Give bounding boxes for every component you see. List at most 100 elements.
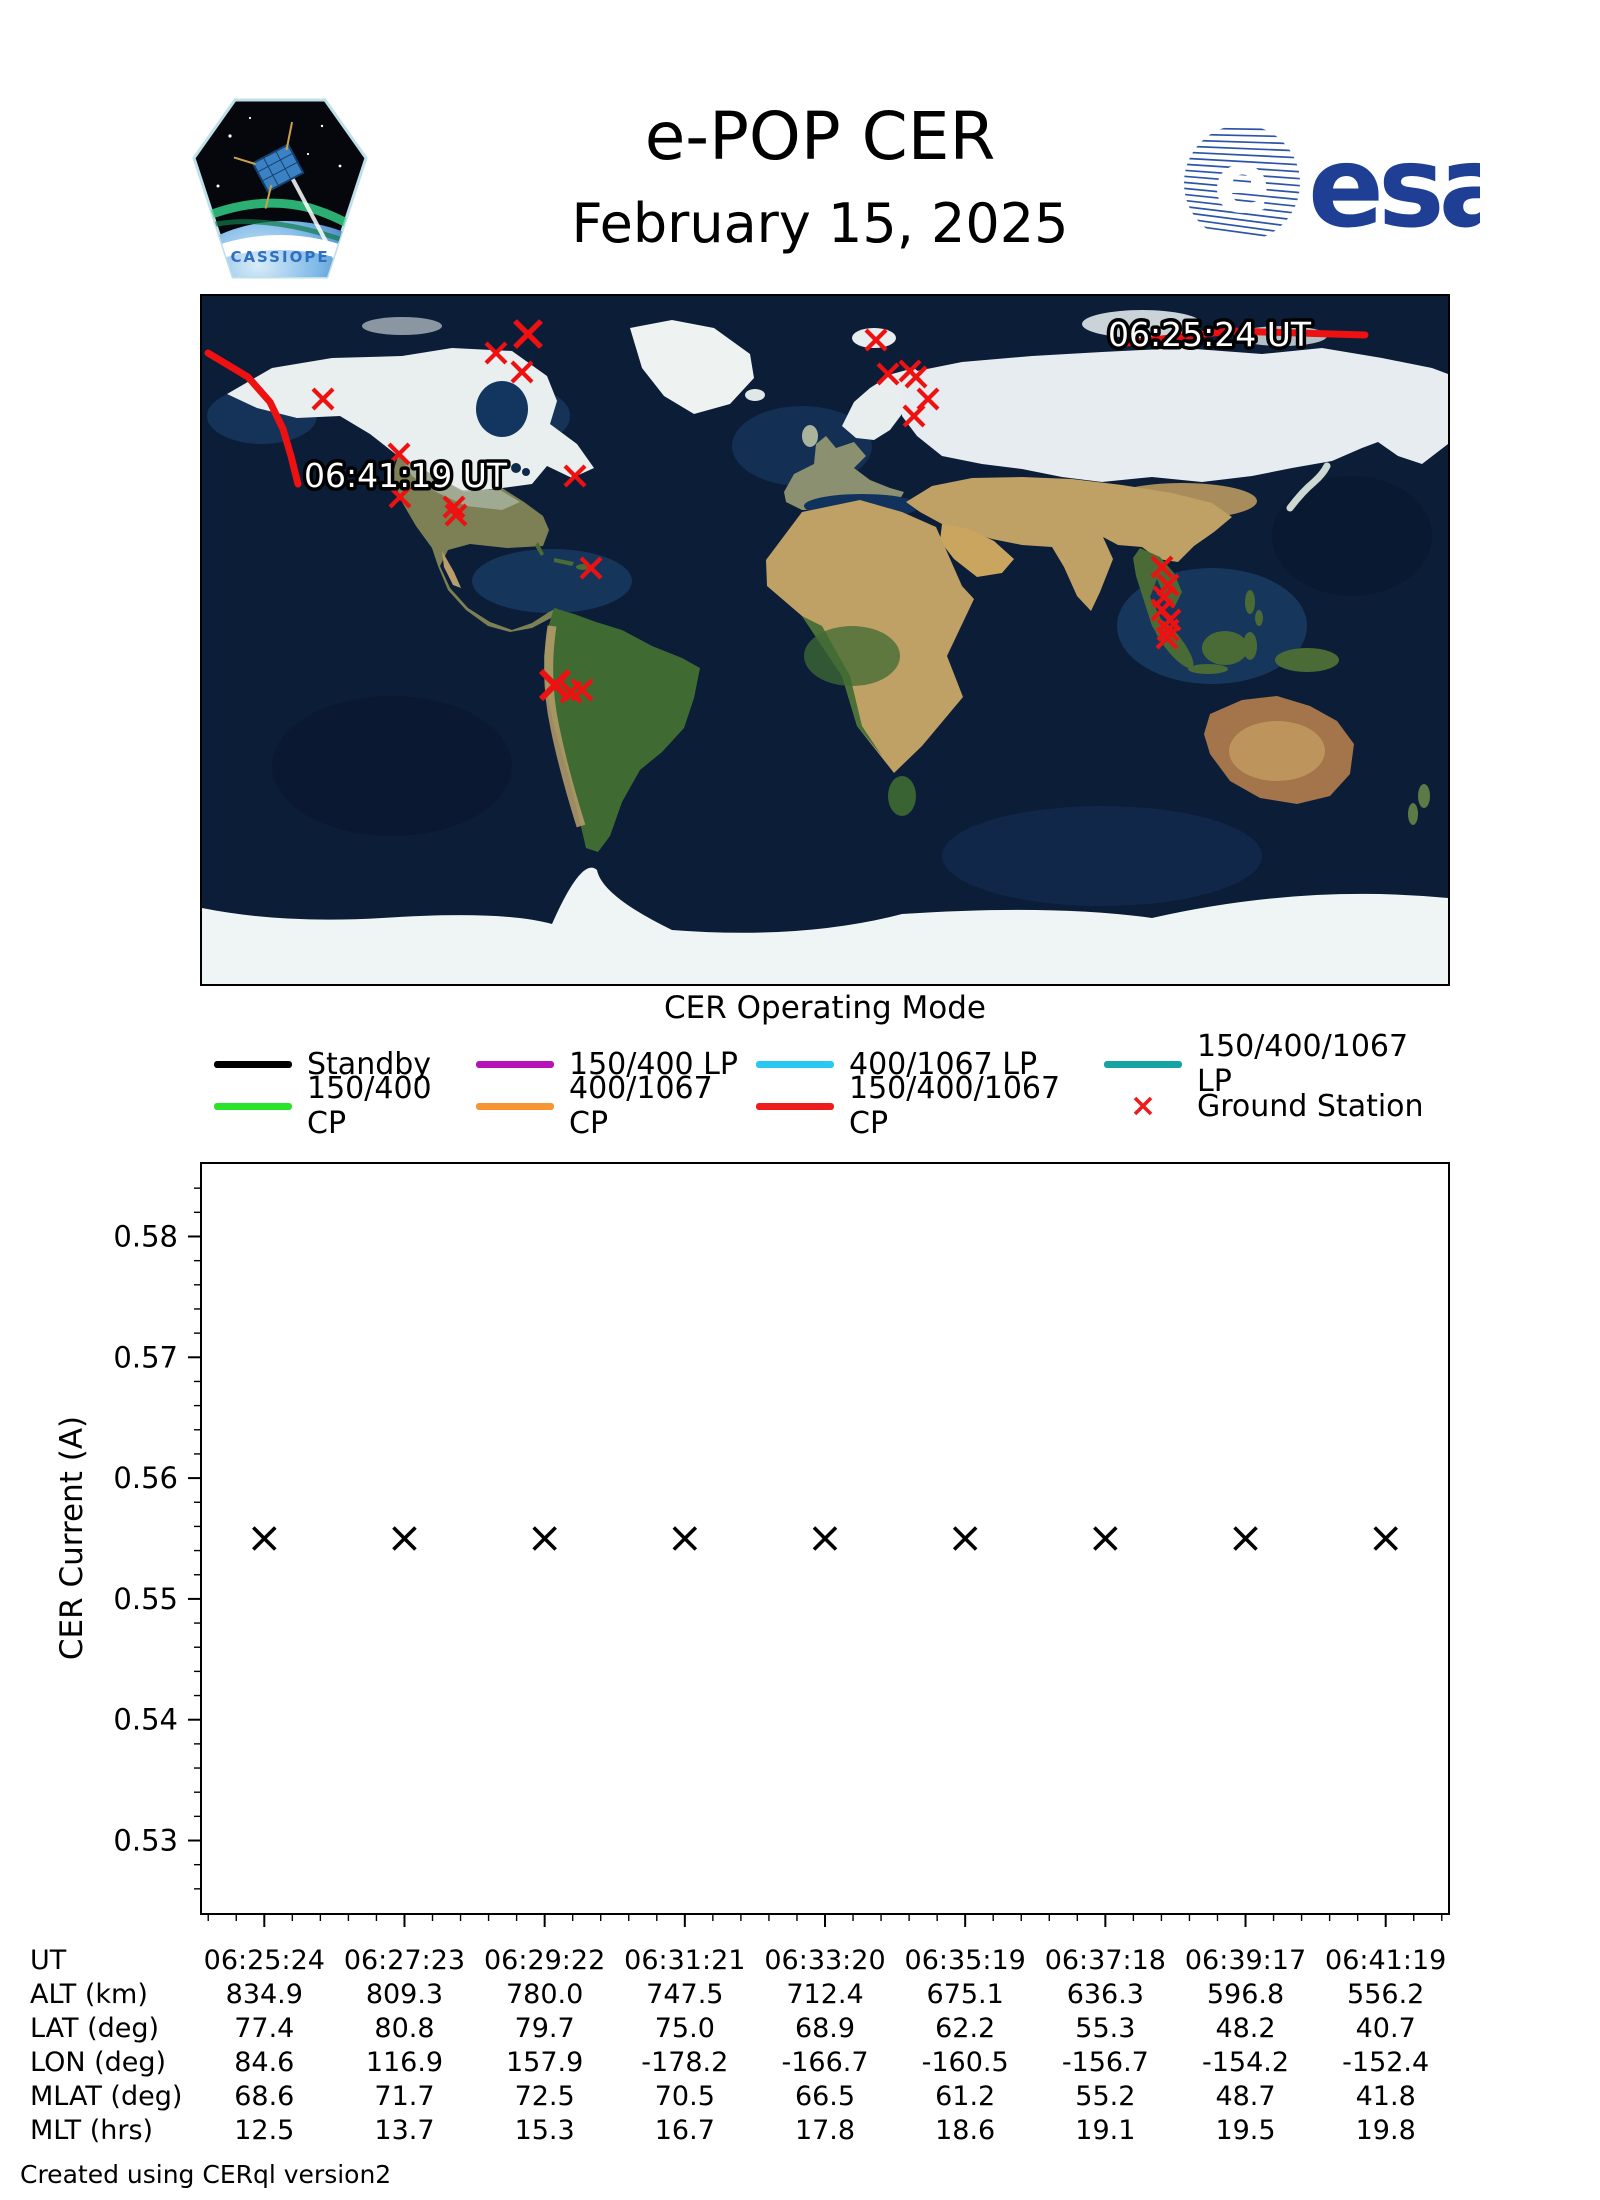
table-cell: 55.2 (1075, 2081, 1136, 2112)
table-cell: 55.3 (1075, 2013, 1136, 2044)
table-cell: 15.3 (514, 2115, 575, 2146)
cer-current-chart: 0.53 0.54 0.55 0.56 0.57 0.58 (113, 1162, 1450, 1927)
y-tick-label: 0.53 (113, 1824, 178, 1858)
ground-station-marker (1156, 618, 1180, 642)
cassiope-logo: CASSIOPE (192, 98, 368, 279)
satellite-track (1114, 327, 1369, 348)
world-map-art (202, 296, 1448, 984)
table-cell: 19.5 (1215, 2115, 1276, 2146)
patch-band (194, 235, 366, 268)
legend-item: Ground Station (1104, 1088, 1440, 1124)
data-point-marker (252, 1526, 277, 1551)
table-cell: 596.8 (1206, 1979, 1285, 2010)
y-tick-label: 0.57 (113, 1340, 178, 1374)
table-cell: 62.2 (935, 2013, 996, 2044)
data-point-marker (1233, 1526, 1258, 1551)
table-row-label: MLAT (deg) (30, 2081, 183, 2112)
table-row: LAT (deg) 77.4 80.8 79.7 75.0 68.9 62.2 55.3 48.… (0, 2013, 1600, 2047)
cassiope-label: CASSIOPE (230, 248, 329, 266)
y-tick-label: 0.56 (113, 1461, 178, 1495)
legend-item-label: 150/400 CP (307, 1071, 432, 1141)
legend-line-swatch (1104, 1060, 1182, 1068)
table-cell: 71.7 (374, 2081, 435, 2112)
legend-item: 150/400/1067 LP (1104, 1029, 1440, 1099)
ground-station-marker (1155, 626, 1179, 650)
table-cell: -178.2 (641, 2047, 729, 2078)
data-point-marker (952, 1526, 978, 1551)
legend-item-label: Standby (307, 1046, 432, 1082)
table-cell: 48.7 (1215, 2081, 1276, 2112)
data-point-marker (1373, 1526, 1398, 1551)
table-cell: 70.5 (654, 2081, 715, 2112)
table-cell: 68.9 (794, 2013, 856, 2044)
data-point-marker (532, 1526, 557, 1551)
ground-station-icon (1104, 1094, 1182, 1118)
ground-station-marker (387, 442, 411, 466)
legend-line-swatch (756, 1060, 834, 1068)
table-cell: 17.8 (794, 2115, 856, 2146)
map-overlay: 06:25:24 UT 06:41:19 UT (204, 312, 1369, 704)
table-cell: 06:37:18 (1044, 1945, 1166, 1976)
footer-credit: Created using CERql version2 (20, 2160, 392, 2189)
legend-item-label: 400/1067 LP (849, 1046, 1038, 1082)
ground-station-marker (484, 341, 508, 365)
table-cell: -166.7 (781, 2047, 869, 2078)
ground-station-marker (444, 503, 468, 527)
legend: Standby 150/400 LP 400/1067 LP 150/400/1067… (214, 1029, 1440, 1141)
table-row-label: LON (deg) (30, 2047, 167, 2078)
legend-title: CER Operating Mode (664, 990, 986, 1026)
table-cell: 40.7 (1355, 2013, 1416, 2044)
legend-line-swatch (756, 1102, 834, 1110)
legend-item: Standby (214, 1046, 476, 1082)
ground-station-marker (864, 328, 888, 352)
ground-station-marker (563, 464, 587, 488)
table-cell: -152.4 (1342, 2047, 1430, 2078)
table-cell: -156.7 (1061, 2047, 1149, 2078)
data-point-marker (392, 1526, 417, 1551)
table-cell: 636.3 (1066, 1979, 1144, 2010)
track-time-label: 06:25:24 UT (1108, 315, 1312, 354)
table-cell: 13.7 (374, 2115, 435, 2146)
ground-station-marker (388, 485, 412, 509)
ground-station-marker (904, 365, 928, 389)
y-tick-label: 0.55 (113, 1582, 178, 1616)
legend-item: 150/400 CP (214, 1071, 476, 1141)
ground-station-marker (902, 404, 926, 428)
esa-logo: e esa (1184, 123, 1480, 253)
table-cell: 66.5 (794, 2081, 856, 2112)
table-cell: 06:27:23 (343, 1945, 466, 1976)
table-cell: 12.5 (234, 2115, 295, 2146)
table-cell: 06:35:19 (904, 1945, 1026, 1976)
table-cell: 157.9 (505, 2047, 584, 2078)
table-row: MLAT (deg) 68.6 71.7 72.5 70.5 66.5 61.2 55.2 48… (0, 2081, 1600, 2115)
legend-item-label: 150/400 LP (569, 1046, 738, 1082)
legend-item-label: Ground Station (1197, 1088, 1424, 1124)
data-point-marker (812, 1526, 838, 1551)
legend-line-swatch (214, 1060, 292, 1068)
table-cell: 72.5 (514, 2081, 575, 2112)
ground-station-marker (538, 668, 572, 702)
ground-station-marker (510, 360, 534, 384)
data-point-marker (1093, 1526, 1118, 1551)
table-row-label: UT (30, 1945, 67, 1976)
legend-line-swatch (476, 1060, 554, 1068)
esa-wordmark: esa (1308, 123, 1480, 253)
table-cell: 79.7 (514, 2013, 575, 2044)
table-cell: 712.4 (786, 1979, 864, 2010)
table-cell: 06:39:17 (1184, 1945, 1307, 1976)
table-cell: 16.7 (654, 2115, 715, 2146)
ground-station-marker (442, 495, 466, 519)
table-row: LON (deg) 84.6 116.9 157.9 -178.2 -166.7 -160.… (0, 2047, 1600, 2081)
legend-item-label: 150/400/1067 LP (1197, 1029, 1409, 1099)
esa-globe-icon: e (1184, 125, 1300, 241)
page-subtitle: February 15, 2025 (571, 192, 1069, 255)
table-cell: 06:33:20 (764, 1945, 886, 1976)
table-cell: 116.9 (365, 2047, 444, 2078)
table-cell: 06:31:21 (624, 1945, 746, 1976)
ground-station-marker (876, 362, 900, 386)
table-cell: 18.6 (935, 2115, 996, 2146)
y-axis-label: CER Current (A) (54, 1415, 90, 1661)
table-cell: 747.5 (646, 1979, 724, 2010)
table-row-label: LAT (deg) (30, 2013, 160, 2044)
table-cell: 675.1 (926, 1979, 1004, 2010)
